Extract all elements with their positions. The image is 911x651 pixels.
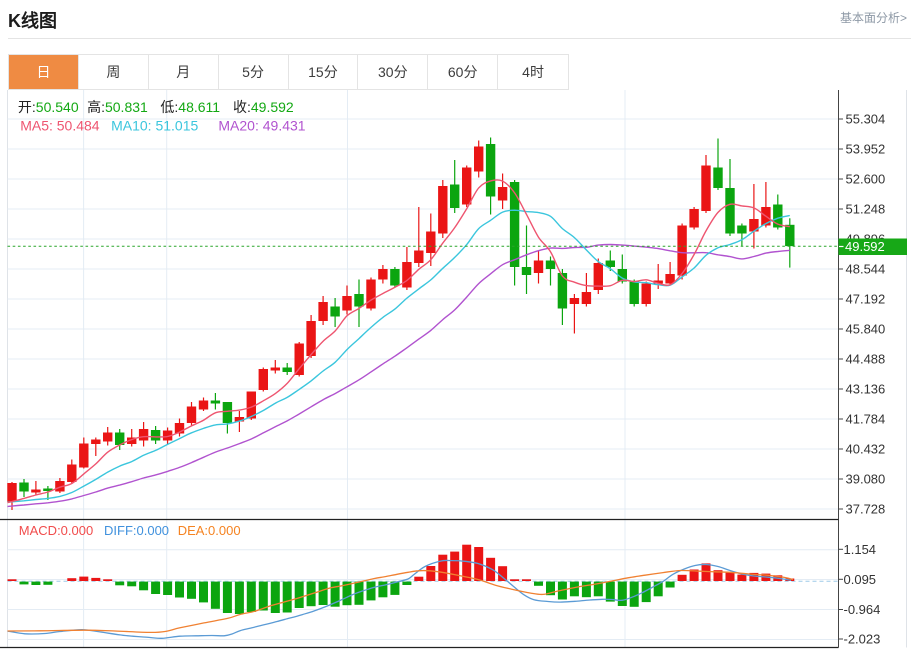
svg-text:44.488: 44.488	[846, 352, 886, 367]
svg-text:DIFF:0.000: DIFF:0.000	[104, 523, 169, 538]
svg-text:48.544: 48.544	[846, 262, 886, 277]
svg-text:43.136: 43.136	[846, 382, 886, 397]
svg-text:40.432: 40.432	[846, 442, 886, 457]
svg-text:39.080: 39.080	[846, 472, 886, 487]
svg-text:52.600: 52.600	[846, 172, 886, 187]
svg-text:1.154: 1.154	[844, 542, 877, 557]
svg-text:47.192: 47.192	[846, 292, 886, 307]
svg-text:MACD:0.000: MACD:0.000	[19, 523, 93, 538]
svg-text:0.095: 0.095	[844, 572, 877, 587]
svg-text:DEA:0.000: DEA:0.000	[178, 523, 241, 538]
svg-text:51.248: 51.248	[846, 202, 886, 217]
svg-text:高:50.831: 高:50.831	[87, 99, 148, 115]
svg-text:-2.023: -2.023	[844, 632, 881, 647]
svg-text:MA10: 51.015: MA10: 51.015	[111, 117, 198, 133]
svg-text:53.952: 53.952	[846, 142, 886, 157]
svg-text:37.728: 37.728	[846, 502, 886, 517]
svg-text:45.840: 45.840	[846, 322, 886, 337]
svg-text:MA5: 50.484: MA5: 50.484	[20, 117, 100, 133]
svg-text:55.304: 55.304	[846, 112, 886, 127]
svg-text:MA20: 49.431: MA20: 49.431	[218, 117, 305, 133]
svg-text:49.592: 49.592	[845, 239, 885, 254]
svg-text:收:49.592: 收:49.592	[233, 99, 294, 115]
svg-text:低:48.611: 低:48.611	[160, 99, 220, 115]
svg-text:开:50.540: 开:50.540	[18, 99, 79, 115]
svg-text:41.784: 41.784	[846, 412, 886, 427]
svg-text:-0.964: -0.964	[844, 602, 881, 617]
